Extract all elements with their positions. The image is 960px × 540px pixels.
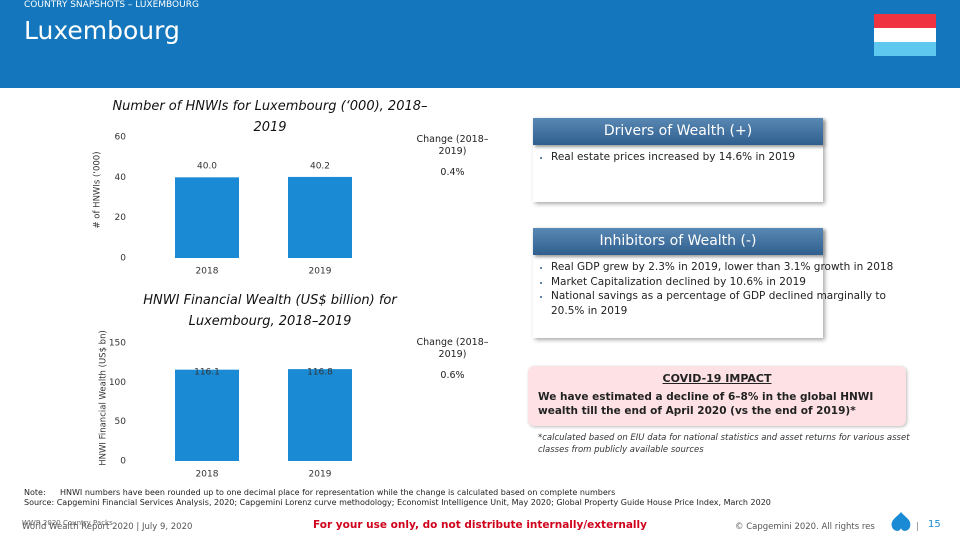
- logo: [891, 512, 911, 531]
- value-label: 40.0: [197, 162, 217, 172]
- y-axis-label: # of HNWIs (‘000): [93, 151, 103, 228]
- header-band: [0, 0, 960, 88]
- chart-title: Number of HNWIs for Luxembourg (‘000), 2…: [112, 99, 428, 135]
- covid-panel: [528, 366, 906, 426]
- page-number: 15: [928, 519, 941, 530]
- footer-copyright: © Capgemini 2020. All rights res: [735, 522, 875, 532]
- value-label: 116.8: [307, 368, 333, 378]
- change-title: Change (2018–2019): [416, 134, 489, 157]
- y-tick-label: 50: [115, 417, 127, 427]
- x-tick-label: 2019: [309, 470, 332, 480]
- footer-notice: For your use only, do not distribute int…: [313, 519, 647, 531]
- y-tick-label: 150: [109, 339, 126, 349]
- y-tick-label: 20: [115, 213, 127, 223]
- flag-stripe: [874, 42, 936, 56]
- inhibitors-title: Inhibitors of Wealth (-): [533, 228, 823, 255]
- y-tick-label: 0: [120, 457, 126, 467]
- bar: [288, 369, 352, 461]
- flag-stripe: [874, 14, 936, 28]
- bar: [175, 177, 239, 258]
- charts: # of HNWIs (‘000) 0 20 40 60 40.0 2018 40.2 2019…: [93, 133, 352, 480]
- bullet: Real estate prices increased by 14.6% in…: [551, 150, 841, 165]
- bar: [175, 369, 239, 461]
- y-tick-label: 100: [109, 378, 126, 388]
- chart-title: HNWI Financial Wealth (US$ billion) for …: [143, 293, 397, 329]
- bar: [288, 176, 352, 258]
- drivers-title: Drivers of Wealth (+): [533, 118, 823, 145]
- bullet: Real GDP grew by 2.3% in 2019, lower tha…: [551, 260, 916, 275]
- page-title: Luxembourg: [24, 16, 180, 45]
- bullet: National savings as a percentage of GDP …: [551, 289, 916, 318]
- covid-title: COVID-19 IMPACT: [662, 372, 772, 385]
- y-axis-label: HNWI Financial Wealth (US$ bn): [99, 330, 109, 466]
- drivers-list: Real estate prices increased by 14.6% in…: [533, 150, 841, 165]
- value-label: 116.1: [194, 368, 220, 378]
- change-value: 0.6%: [440, 370, 465, 381]
- change-title: Change (2018–2019): [416, 337, 489, 360]
- change-value: 0.4%: [440, 167, 465, 178]
- kicker: COUNTRY SNAPSHOTS – LUXEMBOURG: [24, 0, 199, 10]
- covid-text: We have estimated a decline of 6–8% in t…: [538, 391, 874, 417]
- bullet: Market Capitalization declined by 10.6% …: [551, 275, 916, 290]
- logo-shape: [891, 512, 911, 531]
- flag-stripe: [874, 28, 936, 42]
- footer-report: World Wealth Report 2020 | July 9, 2020: [22, 522, 193, 532]
- footer-overlay: WWR 2020 Country Packs: [22, 519, 113, 527]
- footnote: *calculated based on EIU data for nation…: [538, 433, 910, 455]
- x-tick-label: 2018: [196, 267, 219, 277]
- note-text: HNWI numbers have been rounded up to one…: [60, 488, 616, 497]
- inhibitors-list: Real GDP grew by 2.3% in 2019, lower tha…: [533, 260, 916, 318]
- y-tick-label: 60: [115, 133, 127, 143]
- value-label: 40.2: [310, 162, 330, 172]
- y-tick-label: 0: [120, 254, 126, 264]
- y-tick-label: 40: [115, 173, 127, 183]
- source: Source: Capgemini Financial Services Ana…: [24, 498, 771, 507]
- x-tick-label: 2018: [196, 470, 219, 480]
- note-label: Note:: [24, 488, 46, 497]
- x-tick-label: 2019: [309, 267, 332, 277]
- footer-sep: |: [916, 522, 920, 532]
